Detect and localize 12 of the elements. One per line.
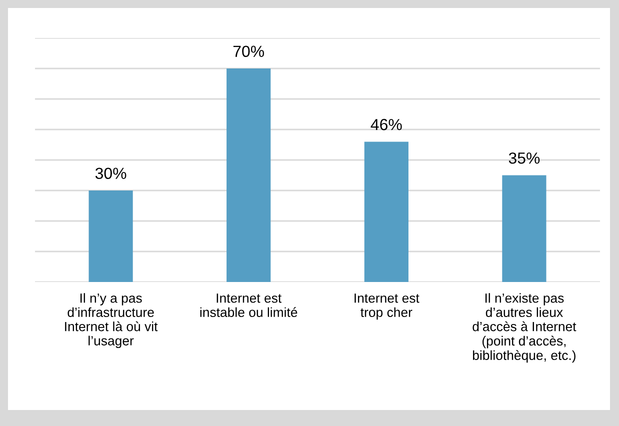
data-label: 70% [233,46,264,58]
bar [502,175,546,282]
x-tick-label: Internet est instable ou limité [200,294,298,318]
bar [364,142,408,282]
x-tick-label: Internet est trop cher [354,294,420,320]
data-label: 35% [508,152,540,164]
x-tick-label: Il n’existe pas d’autres lieux d’accès à Internet (point d’accès, bibliothèque, etc.) [472,293,576,363]
bar [226,68,271,282]
x-tick-label: Il n’y a pas d’infrastructure Internet là où vit l’usager [65,293,158,348]
data-label: 30% [95,168,126,180]
bar [88,190,133,282]
data-label: 46% [370,118,402,130]
